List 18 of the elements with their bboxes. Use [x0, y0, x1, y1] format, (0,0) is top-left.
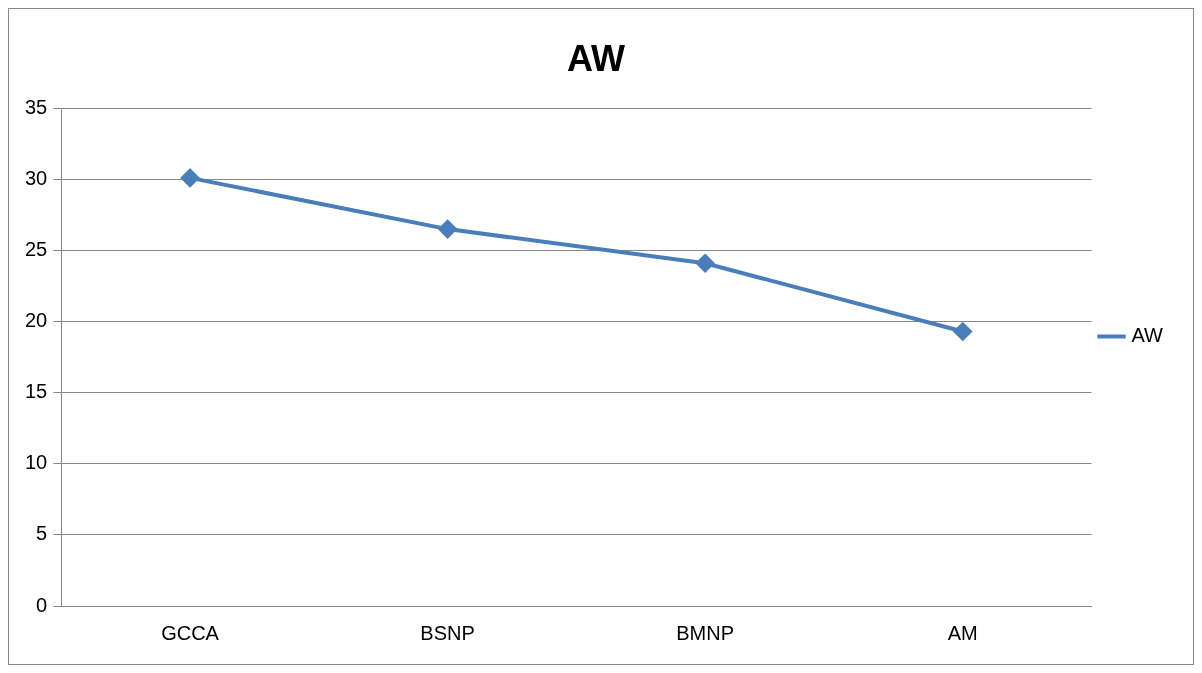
- chart-title: AW: [567, 37, 626, 79]
- y-tick-label: 20: [25, 309, 48, 332]
- point: [953, 322, 972, 341]
- point: [438, 220, 457, 239]
- y-tick-label: 35: [25, 95, 48, 118]
- x-tick-label: AM: [947, 621, 978, 644]
- point: [696, 254, 715, 273]
- x-tick-label: BSNP: [420, 621, 475, 644]
- x-tick-label: GCCA: [161, 621, 220, 644]
- y-tick-label: 0: [36, 593, 48, 616]
- y-tick-label: 5: [36, 522, 48, 545]
- x-tick-label: BMNP: [676, 621, 735, 644]
- legend-label: AW: [1131, 324, 1164, 347]
- y-tick-label: 15: [25, 380, 48, 403]
- point: [181, 168, 200, 187]
- y-tick-label: 10: [25, 451, 48, 474]
- y-tick-label: 30: [25, 166, 48, 189]
- y-tick-label: 25: [25, 237, 48, 260]
